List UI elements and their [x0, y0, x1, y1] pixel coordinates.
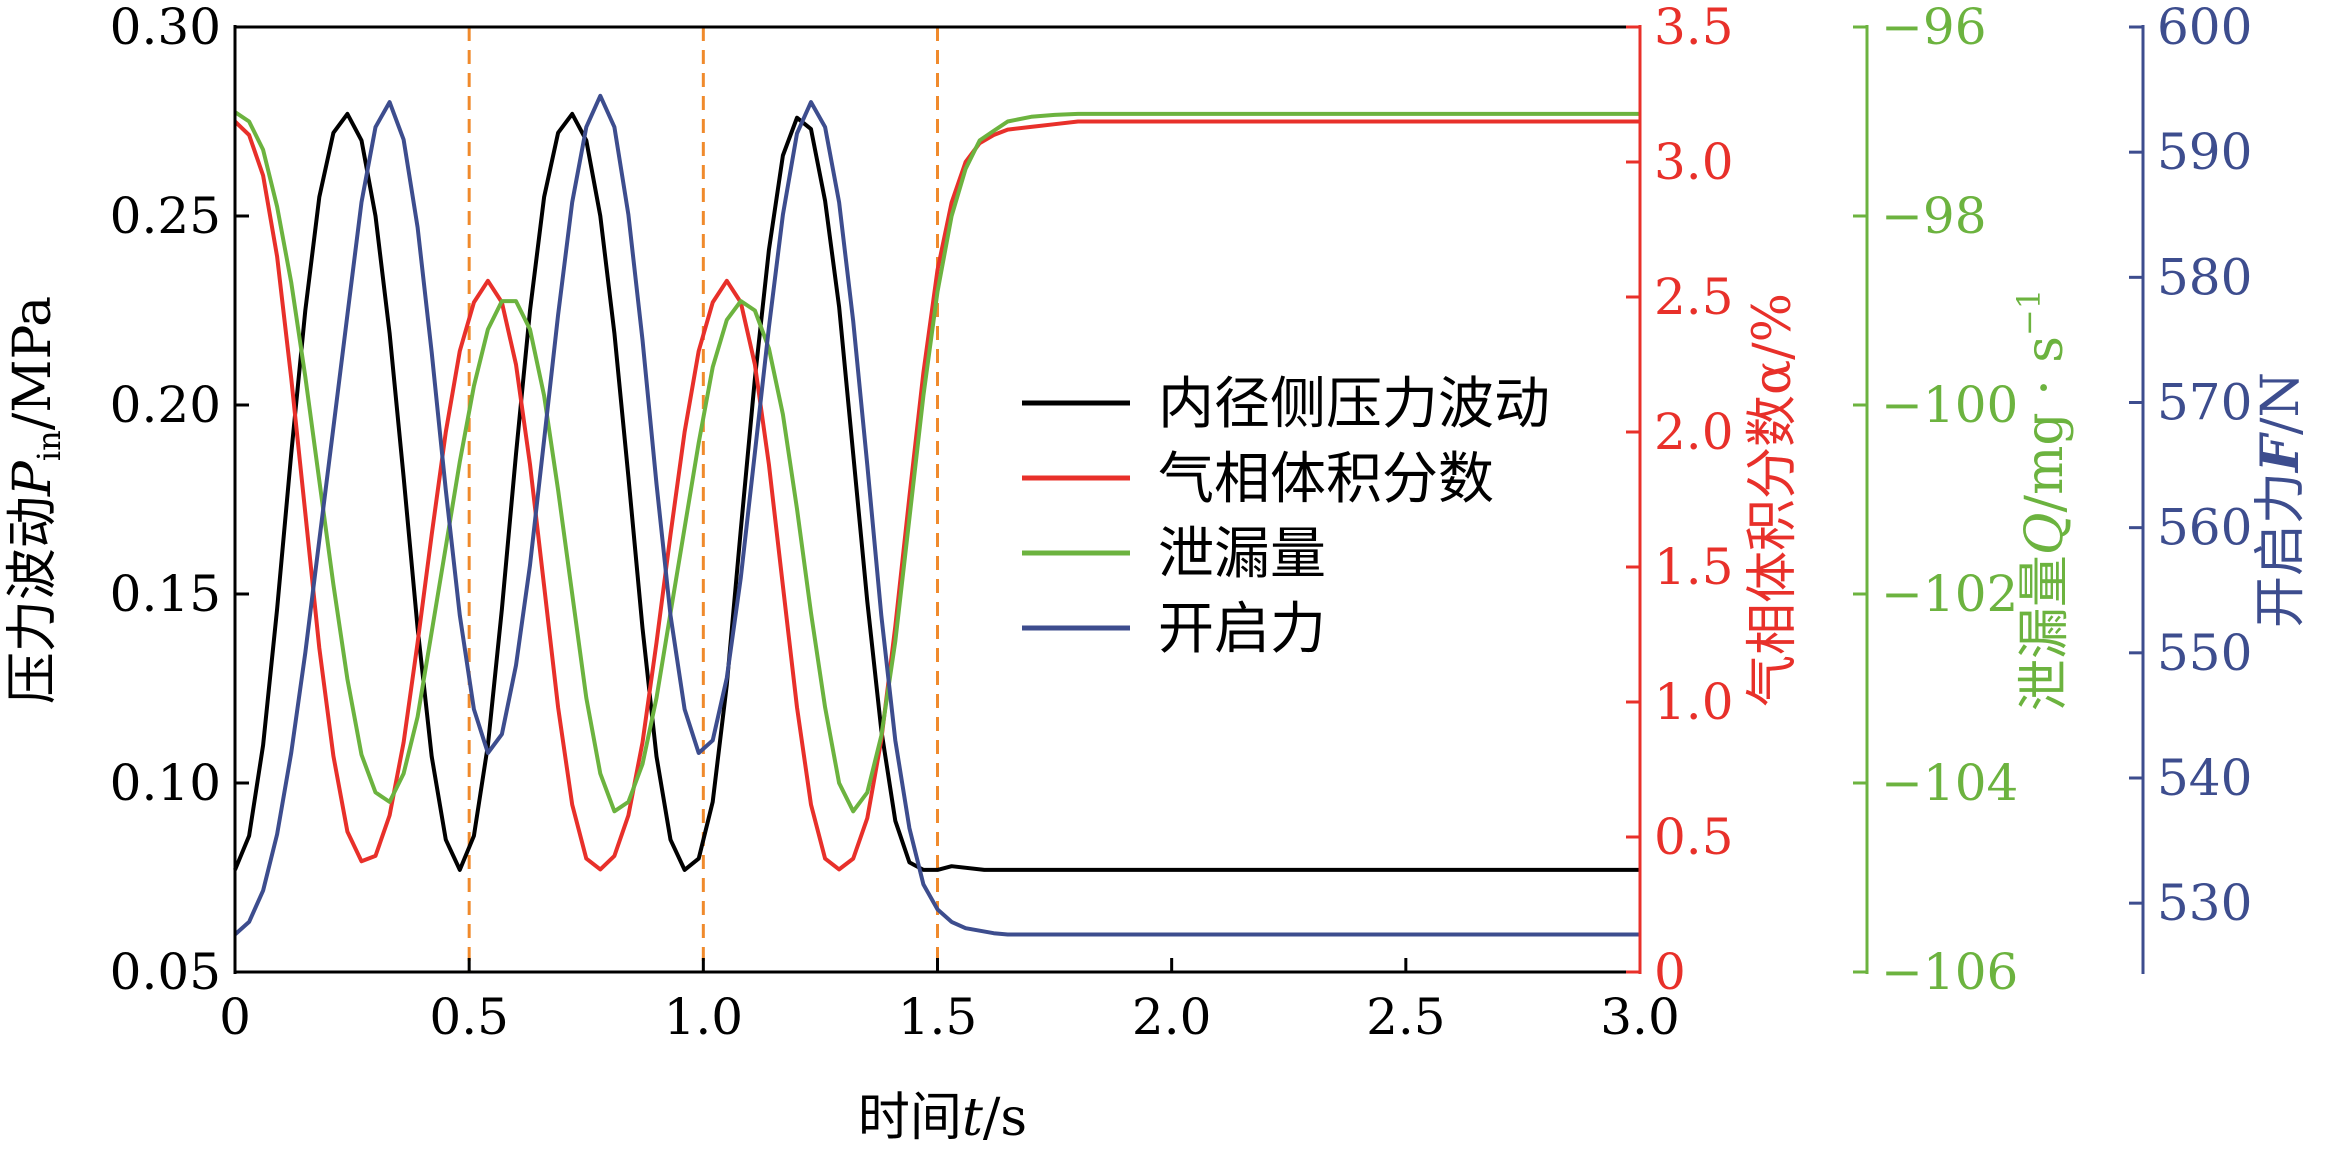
- y-tick-label-leakage: −102: [1881, 565, 2018, 623]
- x-tick-label: 2.0: [1132, 988, 1212, 1046]
- y-tick-label-vapor: 2.0: [1654, 403, 1734, 461]
- vertical-markers: [467, 27, 939, 972]
- y-axis-title-sub: in: [30, 430, 68, 461]
- y-tick-label-vapor: 1.0: [1654, 673, 1734, 731]
- y-tick-label-force: 540: [2157, 749, 2252, 807]
- y-axis-title-text: 压力波动: [3, 496, 63, 704]
- y-axis-title-var: Q: [2015, 512, 2075, 555]
- y-tick-label-leakage: −106: [1881, 943, 2018, 1001]
- y-axis-title-var: P: [3, 460, 63, 497]
- y-axis-title-leakage: 泄漏量Q/mg · s−1: [2010, 289, 2075, 711]
- y-tick-label-vapor: 0: [1654, 943, 1686, 1001]
- y-tick-label-pressure: 0.05: [110, 943, 221, 1001]
- x-tick-label: 0: [219, 988, 251, 1046]
- y-axis-title-var: F: [2250, 432, 2311, 474]
- y-tick-label-leakage: −104: [1881, 754, 2018, 812]
- x-axis-label: 时间t/s: [858, 1088, 1027, 1148]
- y-axis-title-sup: −1: [2010, 289, 2048, 336]
- y-tick-label-vapor: 3.0: [1654, 133, 1734, 191]
- axes: 0 0.5 1.0 1.5 2.0 2.5 3.0 时间t/s 0.05 0.10 0.15 0.20…: [3, 0, 2311, 1148]
- y-tick-label-pressure: 0.10: [110, 754, 221, 812]
- y-axis-title-text: 泄漏量: [2015, 555, 2075, 711]
- y-tick-label-pressure: 0.15: [110, 565, 221, 623]
- y-tick-label-pressure: 0.20: [110, 376, 221, 434]
- series-line: [233, 93, 1640, 937]
- y-axis-title-text: 开启力: [2251, 472, 2311, 628]
- x-tick-label: 1.5: [898, 988, 978, 1046]
- y-tick-label-leakage: −96: [1881, 0, 1987, 56]
- y-tick-label-force: 570: [2157, 373, 2252, 431]
- y-tick-label-vapor: 2.5: [1654, 268, 1734, 326]
- y-tick-label-force: 550: [2157, 624, 2252, 682]
- x-axis-label-text: 时间: [858, 1088, 962, 1148]
- x-tick-label: 1.0: [664, 988, 744, 1046]
- y-axis-title-unit: /mg · s: [2015, 336, 2075, 512]
- x-axis-label-var: t: [962, 1088, 983, 1148]
- legend-label: 内径侧压力波动: [1158, 372, 1550, 437]
- y-tick-label-vapor: 3.5: [1654, 0, 1734, 56]
- legend-label: 泄漏量: [1158, 522, 1326, 587]
- series-lines: [233, 93, 1640, 937]
- y-axis-title-force: 开启力F/N: [2250, 372, 2311, 628]
- y-tick-label-vapor: 1.5: [1654, 538, 1734, 596]
- y-tick-label-force: 600: [2157, 0, 2252, 56]
- y-tick-label-force: 530: [2157, 874, 2252, 932]
- y-axis-title-vapor: 气相体积分数α/%: [1743, 293, 1803, 707]
- y-tick-label-leakage: −100: [1881, 376, 2018, 434]
- series-line: [233, 111, 1640, 872]
- y-axis-title-pressure: 压力波动Pin/MPa: [3, 296, 68, 704]
- x-tick-label: 3.0: [1600, 988, 1680, 1046]
- y-tick-label-pressure: 0.25: [110, 187, 221, 245]
- y-axis-title-unit: /N: [2251, 372, 2311, 435]
- y-tick-label-force: 560: [2157, 499, 2252, 557]
- series-line: [233, 110, 1640, 814]
- legend-label: 开启力: [1158, 597, 1326, 662]
- legend-label: 气相体积分数: [1158, 447, 1494, 512]
- y-tick-label-leakage: −98: [1881, 187, 1987, 245]
- y-tick-label-vapor: 0.5: [1654, 808, 1734, 866]
- x-tick-label: 2.5: [1366, 988, 1446, 1046]
- x-tick-label: 0.5: [429, 988, 509, 1046]
- x-axis-label-unit: /s: [983, 1088, 1027, 1148]
- y-tick-label-pressure: 0.30: [110, 0, 221, 56]
- y-axis-title-unit: /MPa: [3, 296, 63, 430]
- y-tick-label-force: 590: [2157, 123, 2252, 181]
- y-tick-label-force: 580: [2157, 248, 2252, 306]
